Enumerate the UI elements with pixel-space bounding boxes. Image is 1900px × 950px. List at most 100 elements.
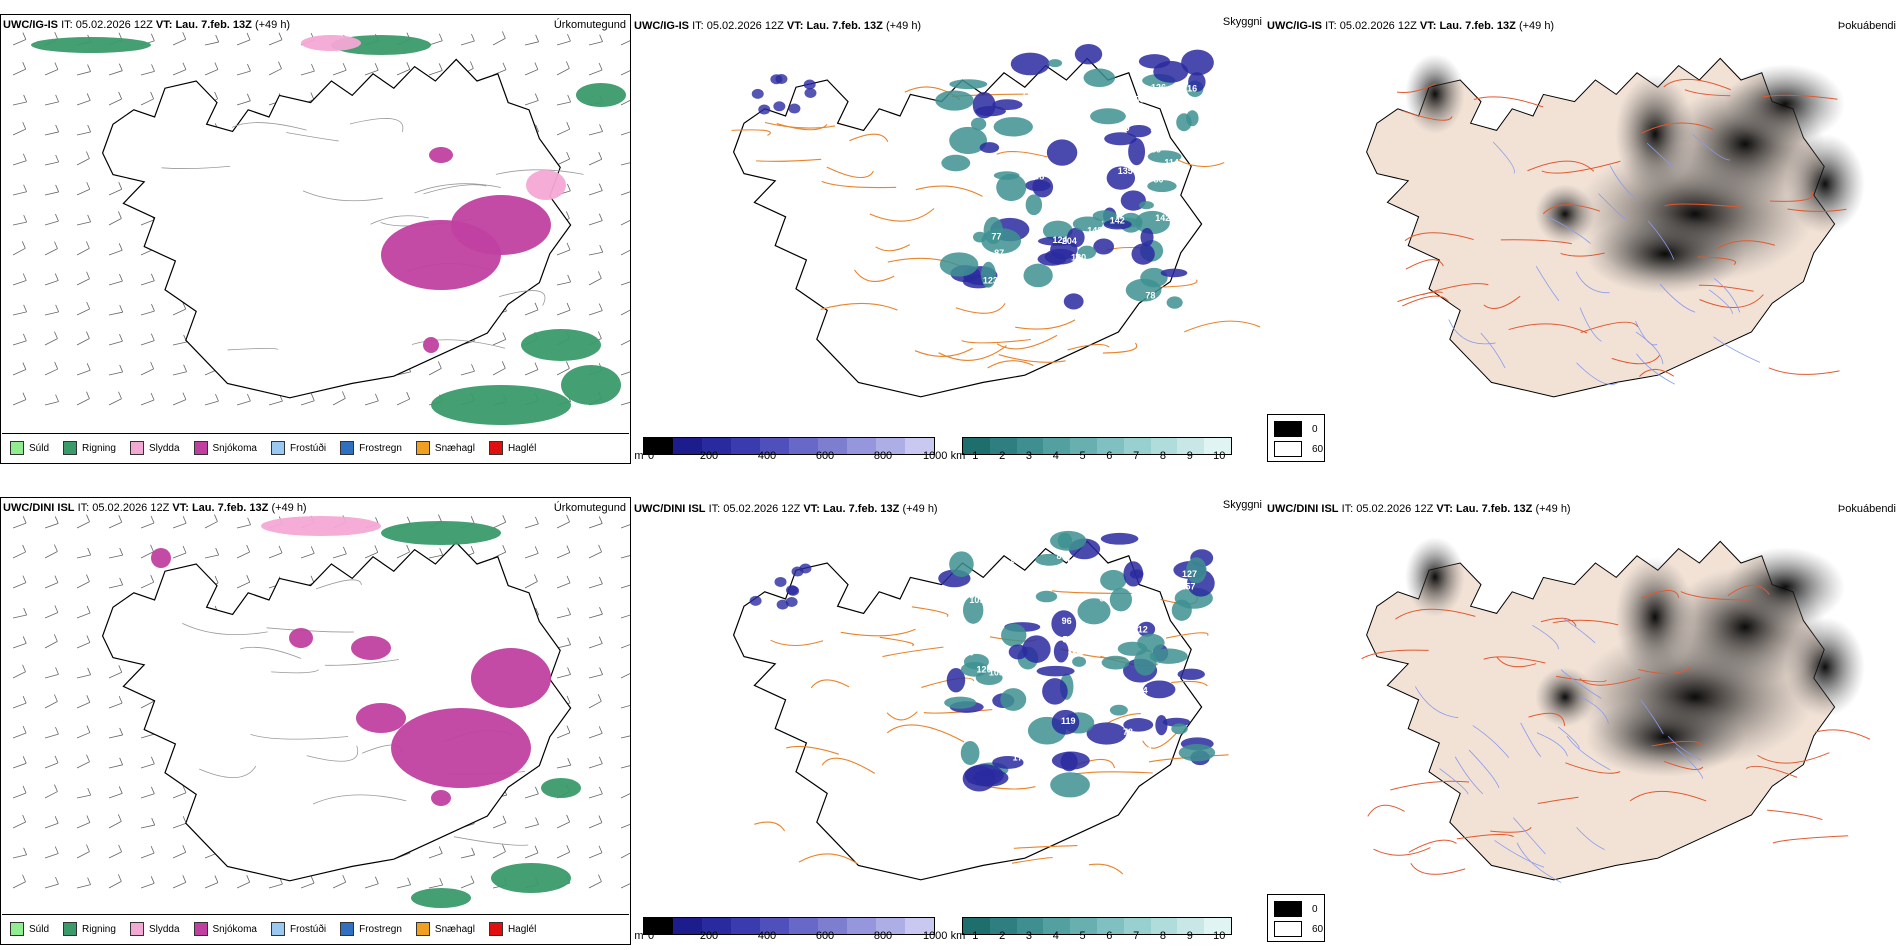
road-line <box>315 579 362 590</box>
lead-time: (+49 h) <box>254 19 291 31</box>
wind-barb <box>108 554 123 559</box>
fog-area <box>1725 547 1845 627</box>
colorbar-step <box>1070 918 1097 934</box>
wind-barb <box>556 552 571 559</box>
wind-barb-tick <box>119 334 123 342</box>
cloud-base-label: 238 <box>1036 128 1051 138</box>
coastline <box>732 57 1203 398</box>
cloud-base-label: 109 <box>969 595 984 605</box>
wind-barb <box>524 41 539 46</box>
cloud-cell <box>960 661 989 677</box>
cloud-cell <box>774 576 787 587</box>
colorbar-step <box>760 438 789 454</box>
wind-barb-tick <box>118 182 123 190</box>
wind-barb <box>172 552 187 559</box>
road-line <box>1405 259 1444 270</box>
river-line <box>1468 749 1500 788</box>
road-line <box>1473 96 1544 108</box>
cloud-cell <box>949 126 988 155</box>
road-line <box>1637 666 1692 675</box>
cloud-base-label: 288 <box>1041 114 1056 124</box>
wind-barb <box>44 220 59 226</box>
wind-barb <box>460 370 475 376</box>
wind-barb <box>620 191 630 196</box>
wind-barb <box>172 851 186 859</box>
colorbar-step <box>789 918 818 934</box>
wind-barb <box>108 280 123 286</box>
wind-barb-tick <box>118 243 123 251</box>
road-line <box>1639 368 1675 377</box>
legend-label: Snæhagl <box>434 442 475 454</box>
lead-time: (+49 h) <box>271 502 307 514</box>
wind-barb <box>428 40 443 46</box>
road-line <box>879 636 915 647</box>
wind-barb <box>12 643 27 649</box>
wind-barb <box>108 671 122 679</box>
road-line <box>1171 680 1208 687</box>
wind-barb-tick <box>599 245 604 253</box>
wind-barb-tick <box>22 874 26 882</box>
colorbar-tick: 2 <box>999 450 1006 462</box>
wind-barb <box>588 523 603 529</box>
road-line <box>1772 835 1849 844</box>
wind-barb-tick <box>150 333 155 341</box>
cloud-cell <box>1042 220 1073 241</box>
river-line <box>1561 617 1596 644</box>
cloud-cell <box>1050 530 1087 551</box>
colorbar-tick: 800 <box>873 450 893 462</box>
cloud-cell <box>1178 744 1216 762</box>
cloud-base-label: 78 <box>1145 290 1155 300</box>
cloud-cell <box>1035 590 1058 603</box>
wind-barb <box>12 551 26 559</box>
colorbar-tick: 7 <box>1133 930 1140 942</box>
wind-barb <box>620 401 630 406</box>
colorbar-step <box>1177 918 1205 934</box>
cloud-base-label: 127 <box>1182 569 1197 579</box>
cloud-cell <box>1022 635 1051 663</box>
legend-swatch <box>63 922 78 936</box>
legend-label: Frostúði <box>289 923 327 935</box>
cloud-cell <box>1143 680 1176 699</box>
wind-barb <box>556 40 571 46</box>
wind-barb <box>428 367 442 376</box>
wind-barb <box>620 162 630 166</box>
wind-barb-tick <box>246 93 251 101</box>
colorbar-tick: 8 <box>1159 450 1167 462</box>
wind-barb-tick <box>87 877 91 885</box>
cloud-base-label: 18 <box>1114 265 1124 275</box>
precip-map-top <box>12 31 630 425</box>
wind-barb-tick <box>534 845 539 853</box>
wind-barb <box>108 98 122 106</box>
wind-barb-tick <box>150 876 155 884</box>
wind-barb-tick <box>150 575 155 583</box>
cloud-cell <box>1035 553 1064 566</box>
colorbar-step <box>702 438 731 454</box>
wind-barb-tick <box>55 876 59 885</box>
wind-barb <box>268 68 282 76</box>
wind-barb <box>620 852 630 859</box>
wind-barb <box>12 191 27 196</box>
vt-value: Lau. 7.feb. 13Z <box>1455 503 1533 515</box>
wind-barb <box>44 338 58 346</box>
cloud-base-label: 112 <box>1133 625 1148 635</box>
wind-barb <box>12 582 27 589</box>
wind-barb <box>76 278 90 286</box>
river-line <box>1635 331 1664 365</box>
cloud-cell <box>1123 561 1144 587</box>
river-line <box>1513 817 1546 855</box>
wind-barb <box>12 762 27 769</box>
road-line <box>886 711 918 721</box>
wind-barb-tick <box>598 213 603 221</box>
legend-item: Súld <box>10 441 49 455</box>
wind-barb-tick <box>534 362 539 370</box>
wind-barb <box>76 822 91 829</box>
legend-item: Rigning <box>63 922 116 936</box>
wind-barb <box>524 793 539 799</box>
colorbar-tick: 800 <box>873 930 893 942</box>
road-line <box>1483 295 1521 310</box>
cloud-cell <box>981 261 996 288</box>
wind-barb <box>620 735 630 739</box>
wind-barb <box>620 555 630 559</box>
wind-barb-tick <box>598 516 603 524</box>
cloud-base-label: 195 <box>1027 143 1042 153</box>
